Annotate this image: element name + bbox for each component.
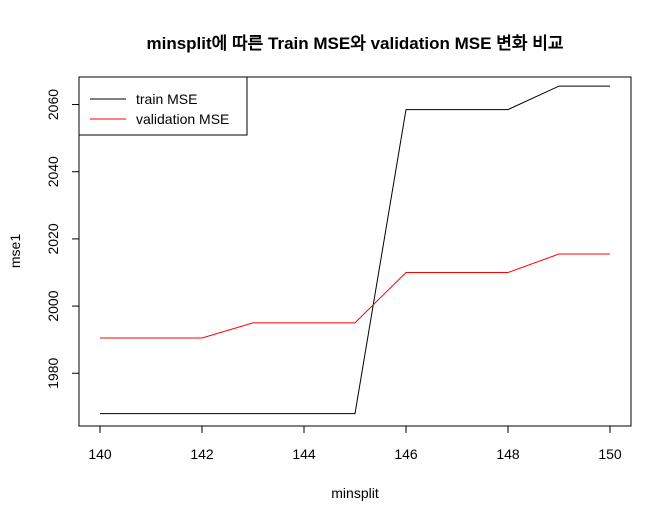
x-axis-label: minsplit: [331, 485, 379, 501]
y-axis-label: mse1: [7, 234, 23, 268]
x-tick-label: 140: [88, 446, 112, 462]
legend-box: [78, 76, 248, 136]
x-tick-label: 148: [496, 446, 520, 462]
series-layer: [100, 85, 610, 415]
series-line-validation: [100, 253, 610, 339]
legend: train MSE validation MSE: [78, 76, 248, 136]
legend-label-train: train MSE: [136, 91, 197, 107]
x-tick-label: 150: [598, 446, 622, 462]
legend-label-validation: validation MSE: [136, 111, 229, 127]
y-tick-label: 2000: [45, 290, 61, 321]
x-tick-label: 144: [292, 446, 316, 462]
y-tick-label: 2040: [45, 156, 61, 187]
y-tick-label: 1980: [45, 357, 61, 388]
x-tick-label: 142: [190, 446, 214, 462]
y-tick-label: 2060: [45, 89, 61, 120]
y-tick-label: 2020: [45, 223, 61, 254]
x-tick-label: 146: [394, 446, 418, 462]
series-line-train: [100, 85, 610, 415]
x-axis: 140 142 144 146 148 150: [88, 425, 622, 462]
y-axis: 1980 2000 2020 2040 2060: [45, 89, 80, 389]
chart-title: minsplit에 따른 Train MSE와 validation MSE 변…: [146, 34, 563, 53]
